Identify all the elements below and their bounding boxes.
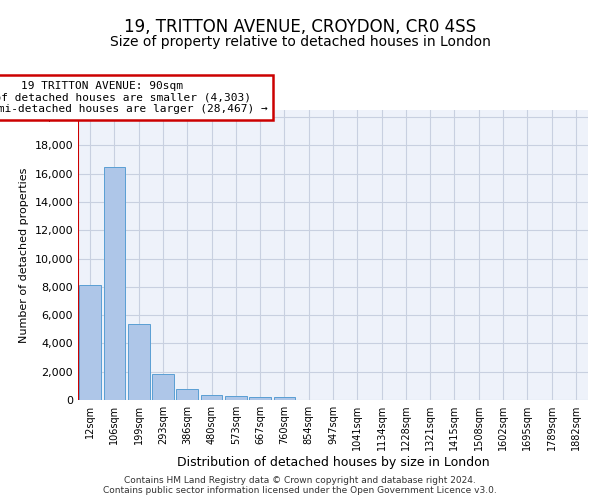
Text: Size of property relative to detached houses in London: Size of property relative to detached ho… [110, 35, 490, 49]
X-axis label: Distribution of detached houses by size in London: Distribution of detached houses by size … [176, 456, 490, 469]
Bar [225, 396, 247, 400]
Bar [176, 389, 198, 400]
Bar [152, 374, 174, 400]
Bar [249, 397, 271, 400]
Bar [104, 166, 125, 400]
Text: Contains HM Land Registry data © Crown copyright and database right 2024.
Contai: Contains HM Land Registry data © Crown c… [103, 476, 497, 495]
Bar [274, 397, 295, 400]
Bar [79, 286, 101, 400]
Bar [128, 324, 149, 400]
Y-axis label: Number of detached properties: Number of detached properties [19, 168, 29, 342]
Text: 19, TRITTON AVENUE, CROYDON, CR0 4SS: 19, TRITTON AVENUE, CROYDON, CR0 4SS [124, 18, 476, 36]
Text: 19 TRITTON AVENUE: 90sqm
← 13% of detached houses are smaller (4,303)
86% of sem: 19 TRITTON AVENUE: 90sqm ← 13% of detach… [0, 81, 268, 114]
Bar [200, 395, 223, 400]
